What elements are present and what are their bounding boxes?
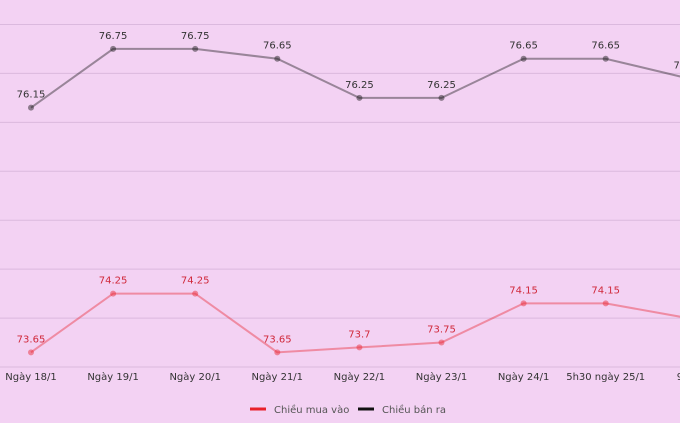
data-label: 73.7 bbox=[348, 329, 370, 340]
data-label: 74.15 bbox=[591, 285, 620, 296]
point bbox=[520, 300, 527, 307]
point bbox=[28, 104, 34, 111]
data-label: 74.25 bbox=[181, 276, 210, 287]
data-label: 76.25 bbox=[345, 80, 374, 91]
x-tick-label: Ngày 21/1 bbox=[252, 371, 304, 383]
x-tick-label: Ngày 18/1 bbox=[5, 371, 57, 383]
x-tick-label: Ngày 22/1 bbox=[334, 371, 386, 383]
data-label: 76.65 bbox=[263, 41, 292, 52]
point bbox=[110, 45, 117, 52]
point bbox=[28, 349, 34, 356]
data-label: 76.65 bbox=[509, 41, 538, 52]
x-tick-label: 9h n bbox=[677, 372, 680, 383]
data-label: 73.65 bbox=[263, 334, 292, 345]
point bbox=[602, 300, 609, 307]
legend-label: Chiều mua vào bbox=[274, 404, 349, 416]
x-tick-label: Ngày 20/1 bbox=[169, 371, 221, 383]
point bbox=[192, 45, 199, 52]
x-tick-label: Ngày 19/1 bbox=[87, 371, 139, 383]
data-label: 73.75 bbox=[427, 325, 456, 336]
point bbox=[356, 94, 363, 101]
point bbox=[274, 349, 281, 356]
data-label: 73.65 bbox=[17, 334, 46, 345]
x-tick-label: Ngày 23/1 bbox=[416, 371, 468, 383]
point bbox=[438, 94, 445, 101]
point bbox=[192, 290, 199, 297]
data-label: 76.75 bbox=[181, 31, 210, 42]
point bbox=[356, 344, 363, 351]
data-label: 76.25 bbox=[427, 80, 456, 91]
legend-label: Chiều bán ra bbox=[382, 404, 446, 416]
data-label: 74.25 bbox=[99, 276, 128, 287]
point bbox=[520, 55, 527, 62]
x-tick-label: 5h30 ngày 25/1 bbox=[566, 371, 645, 383]
series-line bbox=[30, 292, 680, 354]
x-tick-label: Ngày 24/1 bbox=[498, 371, 550, 383]
data-label: 74.15 bbox=[509, 285, 538, 296]
data-label: 76.65 bbox=[591, 41, 620, 52]
point bbox=[110, 290, 117, 297]
series-line bbox=[30, 47, 680, 109]
data-label: 76.45 bbox=[673, 60, 680, 71]
data-label: 76.75 bbox=[99, 31, 128, 42]
point bbox=[274, 55, 281, 62]
point bbox=[438, 339, 445, 346]
data-label: 76.15 bbox=[17, 90, 46, 101]
point bbox=[602, 55, 609, 62]
